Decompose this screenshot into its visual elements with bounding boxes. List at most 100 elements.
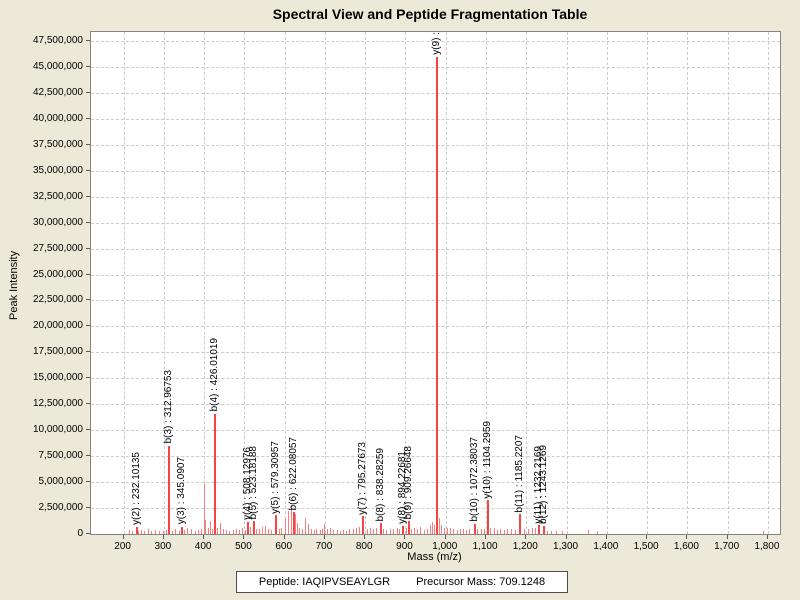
y-axis-tick-label: 45,000,000 (32, 60, 83, 72)
y-axis-tick (86, 40, 90, 42)
peak-label: b(8) : 838.28259 (374, 447, 386, 522)
fragment-peak (362, 516, 365, 534)
peak (209, 520, 211, 534)
peak (366, 529, 368, 534)
x-axis-tick (243, 535, 245, 539)
gridline-vertical (123, 32, 125, 534)
peak (299, 527, 301, 534)
peak (281, 528, 283, 534)
peak (307, 524, 309, 534)
peak (392, 528, 394, 534)
peak (426, 528, 428, 534)
gridline-horizontal (91, 378, 780, 380)
chart-title: Spectral View and Peptide Fragmentation … (272, 6, 588, 22)
peak (203, 484, 205, 534)
peak (313, 530, 315, 534)
peak (324, 524, 326, 534)
fragment-peak (275, 515, 278, 534)
x-axis-tick-label: 200 (114, 541, 131, 552)
peak (369, 528, 371, 534)
gridline-vertical (647, 32, 649, 534)
peak (141, 530, 143, 534)
peak (222, 529, 224, 534)
gridline-vertical (767, 32, 769, 534)
peak-label: b(6) : 622.08057 (287, 436, 299, 511)
gridline-vertical (687, 32, 689, 534)
y-axis-tick (86, 143, 90, 145)
x-axis-tick-label: 700 (315, 541, 333, 552)
y-axis-tick-label: 27,500,000 (32, 242, 83, 254)
peak (342, 529, 344, 534)
x-axis-tick-label: 400 (194, 541, 212, 552)
y-axis-tick-label: 47,500,000 (32, 35, 83, 47)
y-axis-tick-label: 17,500,000 (32, 346, 83, 358)
fragment-peak (408, 521, 411, 534)
peak-label: y(3) : 345.0907 (176, 457, 188, 525)
peak (504, 529, 506, 534)
peak-label: b(9) : 909.26648 (403, 445, 415, 520)
peak (205, 520, 207, 534)
peak (144, 531, 146, 534)
gridline-horizontal (91, 66, 780, 68)
peak (190, 529, 192, 534)
x-axis-tick (686, 535, 688, 539)
peak (514, 529, 516, 534)
gridline-horizontal (91, 196, 780, 198)
peak (550, 531, 552, 534)
y-axis-tick-label: 12,500,000 (32, 398, 83, 410)
peak (441, 524, 443, 534)
x-axis-tick-label: 1,600 (673, 541, 699, 552)
y-axis-tick-label: 0 (77, 528, 83, 539)
y-axis-tick-label: 42,500,000 (32, 86, 83, 98)
peptide-info-box: Peptide: IAQIPVSEAYLGR Precursor Mass: 7… (236, 571, 568, 593)
peak (459, 528, 461, 534)
y-axis-tick (86, 169, 90, 171)
peak (527, 529, 529, 534)
gridline-horizontal (91, 144, 780, 146)
peak (462, 529, 464, 534)
peak (285, 519, 287, 534)
peak (588, 530, 590, 534)
peak (466, 529, 468, 534)
fragment-peak (402, 525, 405, 534)
y-axis-tick-label: 37,500,000 (32, 138, 83, 150)
peak (480, 529, 482, 534)
gridline-horizontal (91, 274, 780, 276)
x-axis-tick-label: 1,200 (512, 541, 538, 552)
peak (148, 529, 150, 534)
peak (763, 531, 765, 534)
peak (420, 527, 422, 534)
y-axis-tick-label: 10,000,000 (32, 424, 83, 436)
peak (310, 529, 312, 534)
peak (556, 530, 557, 534)
peak (562, 531, 564, 534)
gridline-horizontal (91, 248, 780, 250)
peak (500, 529, 502, 534)
peak (434, 524, 436, 534)
gridline-vertical (566, 32, 568, 534)
peak (305, 518, 307, 534)
peak (138, 530, 140, 534)
peak (405, 528, 407, 534)
peak (184, 529, 186, 534)
y-axis-tick-label: 30,000,000 (32, 216, 83, 228)
x-axis-tick-label: 1,500 (633, 541, 659, 552)
gridline-vertical (526, 32, 528, 534)
gridline-vertical (405, 32, 407, 534)
x-axis-tick (364, 535, 366, 539)
x-axis-tick (605, 535, 607, 539)
gridline-vertical (365, 32, 367, 534)
y-axis-tick (86, 221, 90, 223)
plot-area[interactable]: y(2) : 232.10135 b(3) : 312.96753 y(3) : 3… (90, 31, 781, 535)
gridline-horizontal (91, 482, 780, 484)
gridline-horizontal (91, 430, 780, 432)
peak (511, 528, 513, 534)
peak (249, 527, 251, 534)
fragment-peak (213, 413, 216, 534)
x-axis-tick-label: 1,300 (553, 541, 579, 552)
fragment-peak (252, 521, 255, 534)
peak (597, 530, 599, 534)
fragment-peak (292, 512, 295, 534)
gridline-vertical (163, 32, 165, 534)
x-axis-tick-label: 1,100 (472, 541, 498, 552)
